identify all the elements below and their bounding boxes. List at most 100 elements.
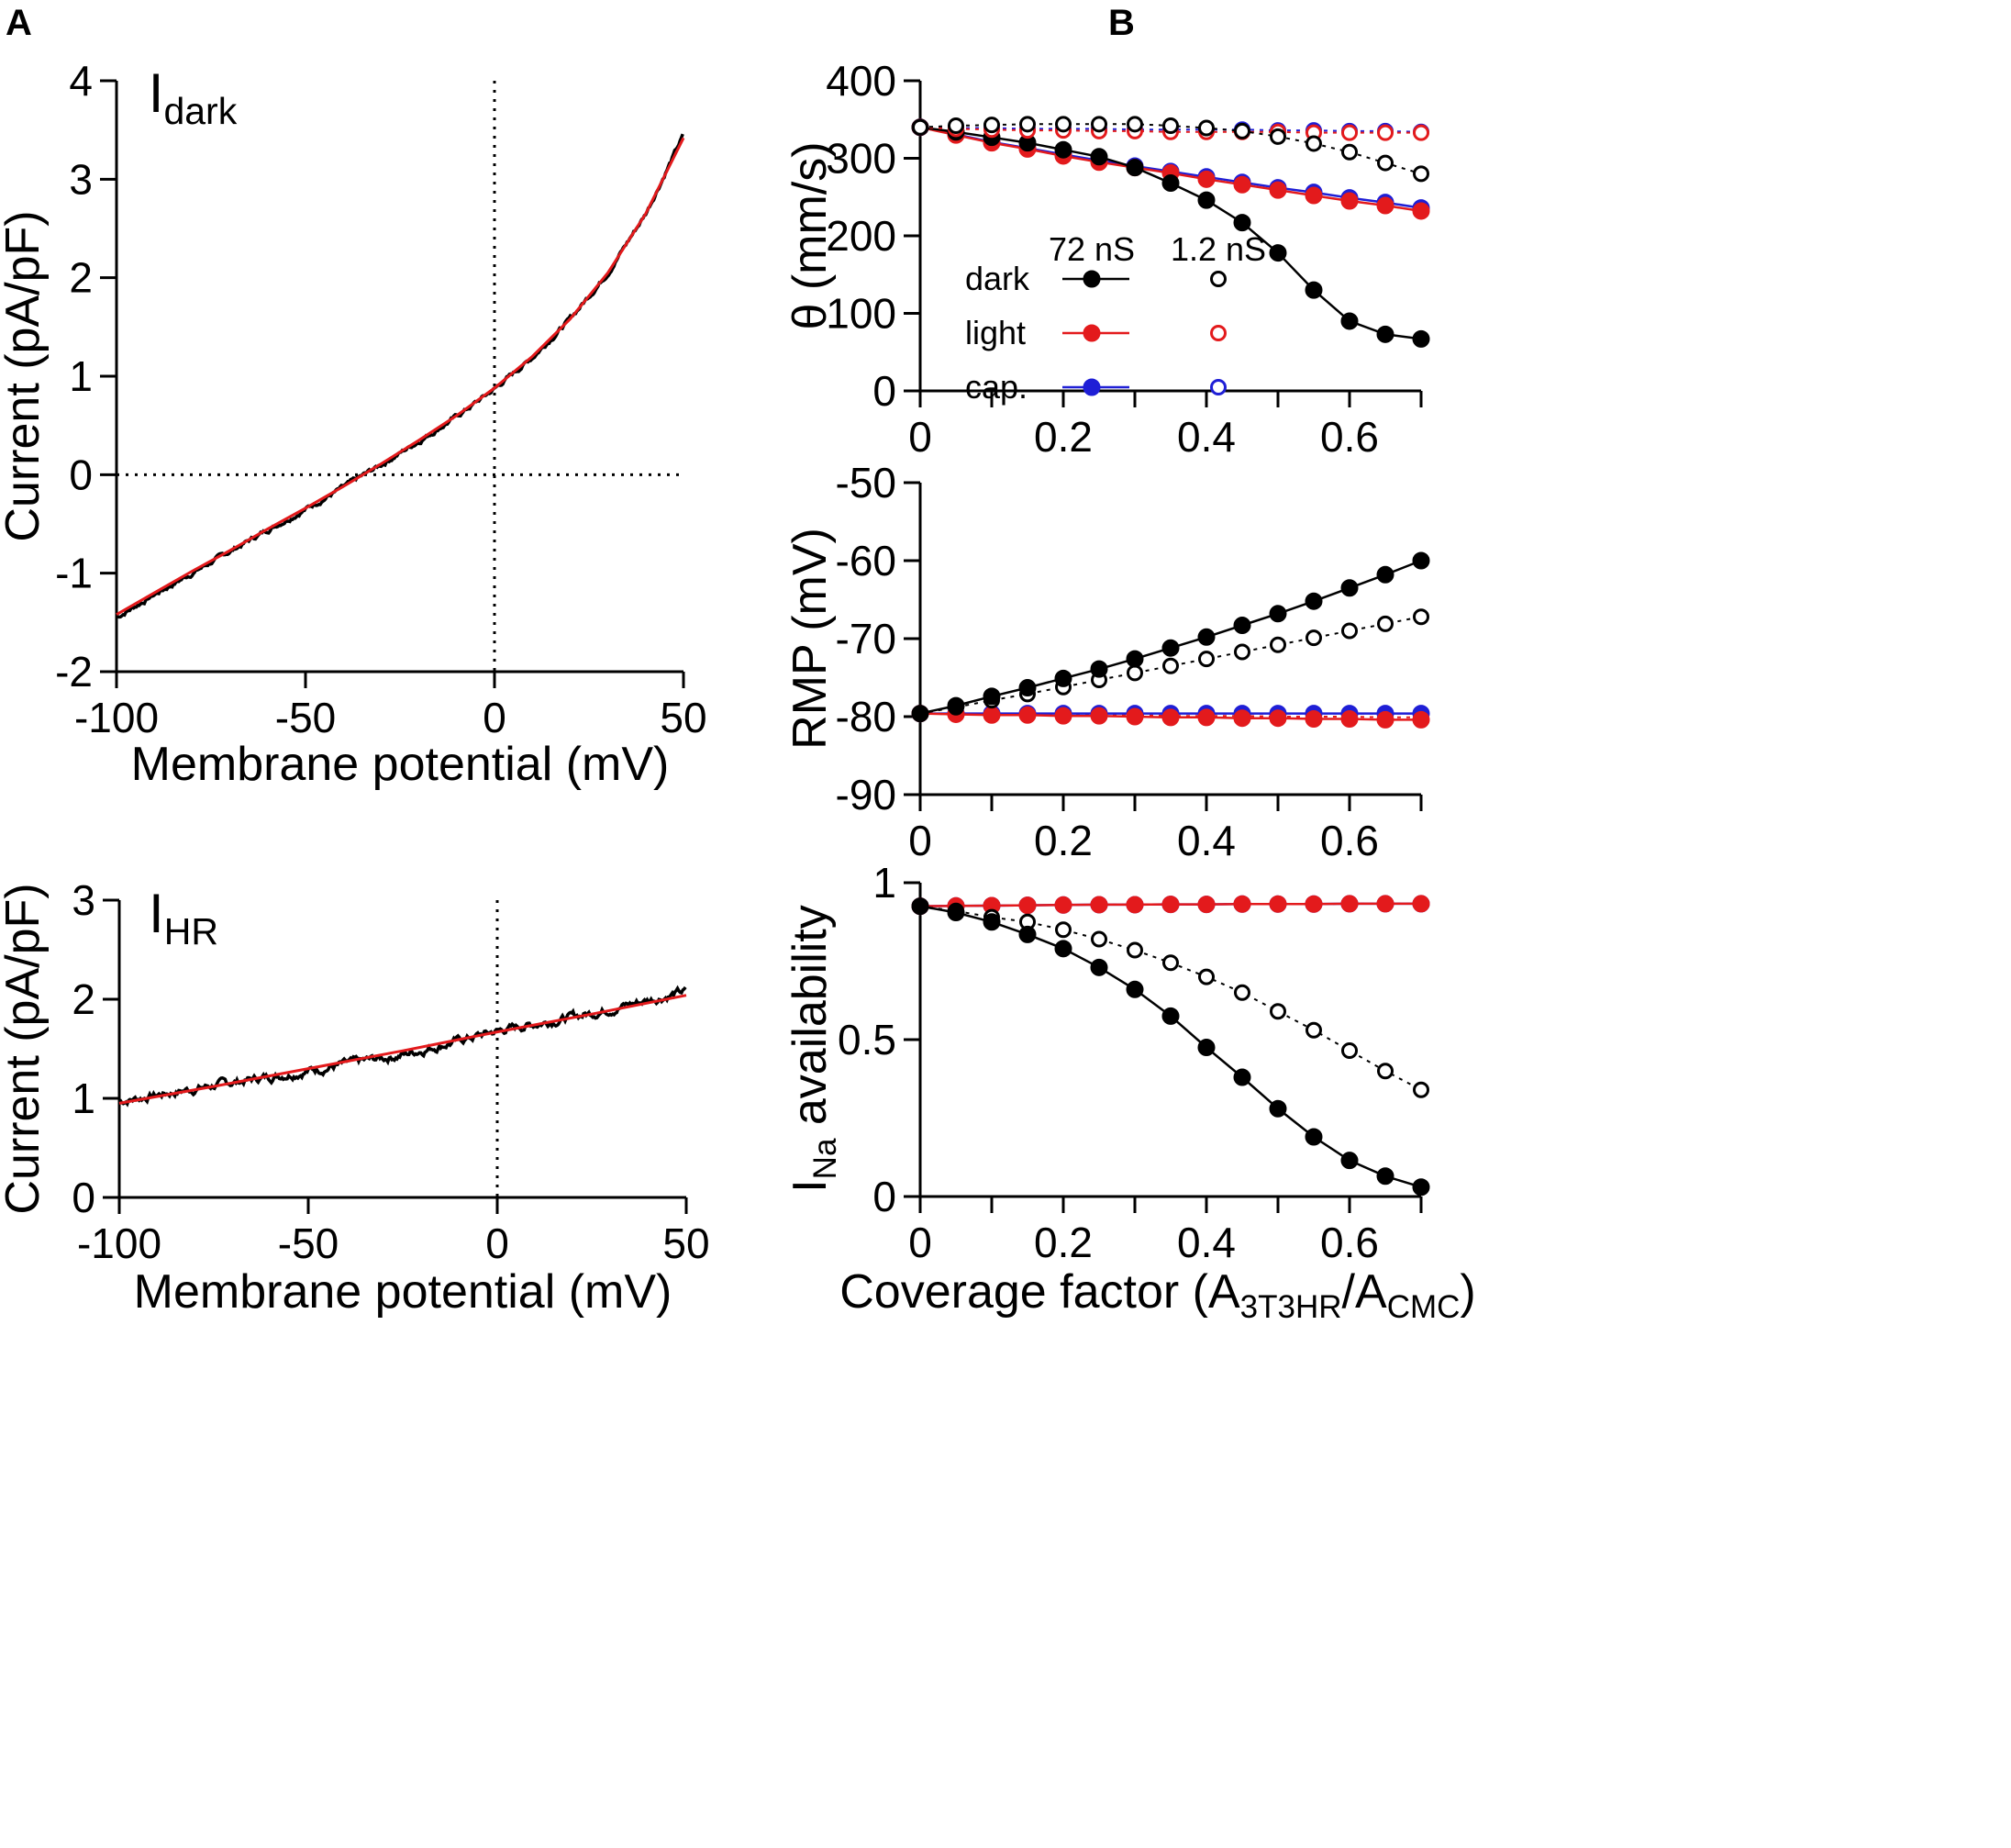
y-tick-label: 0 — [872, 367, 896, 415]
y-axis-title: INa availability — [783, 905, 843, 1193]
data-point-light-72-ns — [1161, 708, 1180, 727]
y-tick-label: 3 — [72, 876, 95, 924]
chart-theta: 0 100 200 300 400 0 0.2 0.4 0.6 θ (mm/s) 72 nS 1.2 … — [783, 57, 1430, 461]
data-point-dark-72-ns — [1412, 551, 1430, 570]
data-point-dark-1-2-ns — [1305, 135, 1322, 152]
y-tick-label: 0 — [872, 1173, 896, 1220]
data-point-light-72-ns — [1126, 707, 1144, 726]
data-point-dark-72-ns — [1340, 312, 1359, 330]
data-point-light-72-ns — [1233, 175, 1251, 194]
x-tick-label: 0.6 — [1320, 817, 1379, 864]
chart-ihr: 0 1 2 3 -100 -50 0 50 IHR Current (pA/pF) Membrane… — [0, 876, 710, 1319]
data-point-light-72-ns — [1269, 709, 1287, 728]
y-tick-label: 0 — [72, 1174, 95, 1221]
data-point-dark-72-ns — [1126, 159, 1144, 177]
data-point-light-72-ns — [1412, 895, 1430, 913]
data-point-light-72-ns — [1376, 710, 1394, 729]
x-axis-title: Coverage factor (A3T3HR/ACMC) — [839, 1265, 1475, 1325]
data-point-light-72-ns — [1090, 896, 1108, 914]
data-point-light-72-ns — [1090, 707, 1108, 725]
x-tick-label: 0.2 — [1034, 817, 1093, 864]
legend-header-72ns: 72 nS — [1049, 230, 1135, 268]
x-tick-label: 0 — [908, 413, 932, 461]
data-point-light-72-ns — [1412, 202, 1430, 220]
data-point-dark-72-ns — [1269, 605, 1287, 623]
x-tick-label: 0.4 — [1177, 413, 1236, 461]
y-tick-label: -1 — [55, 550, 93, 597]
data-point-dark-72-ns — [1269, 244, 1287, 262]
data-point-dark-1-2-ns — [1234, 984, 1250, 1001]
fit-curve — [118, 994, 687, 1105]
x-tick-label: -50 — [278, 1219, 339, 1267]
data-point-light-72-ns — [1376, 895, 1394, 913]
data-point-dark-72-ns — [1305, 281, 1323, 299]
data-point-light-72-ns — [1054, 707, 1072, 725]
series-line-dark-1-2-ns — [919, 905, 1422, 1091]
data-point-dark-1-2-ns — [1162, 954, 1179, 972]
data-point-dark-72-ns — [1090, 958, 1108, 976]
data-point-dark-1-2-ns — [1127, 941, 1143, 959]
data-point-dark-1-2-ns — [1234, 643, 1250, 661]
y-tick-label: -60 — [836, 537, 896, 584]
data-point-light-72-ns — [1233, 709, 1251, 728]
data-point-light-72-ns — [1305, 710, 1323, 729]
x-tick-label: 0.6 — [1320, 1219, 1379, 1266]
y-tick-label: 4 — [69, 57, 93, 105]
legend-marker-open — [1210, 379, 1227, 395]
legend-marker-open — [1210, 271, 1227, 287]
y-tick-label: 2 — [69, 254, 93, 302]
data-point-dark-1-2-ns — [1270, 1003, 1286, 1020]
data-point-dark-72-ns — [1090, 660, 1108, 678]
y-tick-label: 1 — [69, 352, 93, 400]
data-point-dark-1-2-ns — [1341, 622, 1358, 640]
data-point-dark-72-ns — [1412, 329, 1430, 348]
data-point-dark-1-2-ns — [1055, 116, 1072, 133]
y-tick-label: 300 — [826, 135, 896, 183]
data-point-dark-72-ns — [1376, 325, 1394, 343]
y-tick-label: -50 — [836, 459, 896, 507]
data-point-light-72-ns — [1197, 170, 1216, 188]
x-tick-label: 50 — [660, 694, 706, 741]
data-point-light-72-ns — [1340, 895, 1359, 913]
chart-ina: 0 0.5 1 0 0.2 0.4 0.6 INa availability Coverage … — [783, 859, 1476, 1325]
data-point-light-72-ns — [1340, 710, 1359, 729]
y-axis-title: RMP (mV) — [783, 528, 837, 750]
y-tick-label: 1 — [872, 859, 896, 907]
data-point-dark-72-ns — [1054, 669, 1072, 687]
data-point-dark-1-2-ns — [912, 118, 928, 136]
data-point-light-1-2-ns — [1377, 124, 1394, 141]
x-tick-label: 0.2 — [1034, 1219, 1093, 1266]
data-point-dark-1-2-ns — [1413, 608, 1429, 626]
data-point-dark-72-ns — [1054, 940, 1072, 958]
data-point-light-72-ns — [1412, 710, 1430, 729]
data-point-dark-1-2-ns — [1091, 116, 1107, 133]
legend-label-cap: cap. — [965, 368, 1028, 406]
data-point-dark-1-2-ns — [1341, 143, 1358, 161]
legend-label-dark: dark — [965, 260, 1030, 297]
data-point-dark-72-ns — [1054, 140, 1072, 159]
data-point-dark-72-ns — [1376, 1167, 1394, 1186]
x-tick-label: 0 — [908, 1219, 932, 1266]
panel-label-b: B — [1108, 3, 1135, 43]
data-point-light-72-ns — [1305, 895, 1323, 913]
data-point-dark-1-2-ns — [1234, 122, 1250, 139]
data-point-light-72-ns — [1305, 186, 1323, 205]
data-point-dark-72-ns — [1233, 1068, 1251, 1086]
data-point-light-72-ns — [1269, 181, 1287, 199]
data-point-dark-72-ns — [911, 705, 929, 723]
x-axis-title: Membrane potential (mV) — [131, 738, 670, 791]
data-point-dark-1-2-ns — [1162, 117, 1179, 135]
series-line-dark-1-2-ns — [919, 616, 1422, 715]
data-point-dark-72-ns — [1161, 639, 1180, 657]
x-tick-label: 0.4 — [1177, 817, 1236, 864]
data-point-dark-1-2-ns — [1127, 116, 1143, 133]
data-point-light-72-ns — [1018, 896, 1037, 915]
y-tick-label: 1 — [72, 1074, 95, 1122]
data-point-dark-72-ns — [983, 687, 1001, 706]
y-tick-label: -70 — [836, 615, 896, 662]
data-point-dark-1-2-ns — [1127, 664, 1143, 682]
data-point-dark-1-2-ns — [1413, 165, 1429, 183]
data-point-dark-72-ns — [911, 897, 929, 916]
x-tick-label: -50 — [275, 694, 336, 741]
data-point-dark-1-2-ns — [983, 117, 1000, 134]
